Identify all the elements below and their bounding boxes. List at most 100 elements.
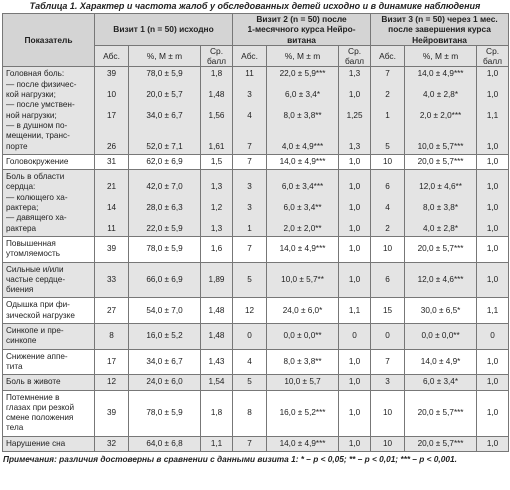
value-cell: 24,0 ± 6,0 — [128, 374, 201, 391]
value-cell: 52,0 ± 7,1 — [128, 120, 201, 155]
header-row: Показатель Визит 1 (n = 50) исходно Визит … — [2, 12, 510, 68]
subheader-cell: %, M ± m — [128, 44, 201, 68]
value-cell: 1,0 — [476, 435, 510, 452]
value-cell: 54,0 ± 7,0 — [128, 297, 201, 325]
text-line: Визит 1 (n = 50) исходно — [113, 24, 214, 35]
value-cell: 4,0 ± 4,9*** — [266, 120, 340, 155]
value-cell: 1,0 — [338, 389, 372, 437]
value-cell: 34,0 ± 6,7 — [128, 348, 201, 376]
value-cell: 20,0 ± 5,7 — [128, 79, 201, 101]
indicator-cell: Нарушение сна — [2, 435, 95, 452]
text-line: мещении, транс- — [6, 131, 70, 141]
subheader-cell: %, M ± m — [266, 44, 340, 68]
subheader-cell: Абс. — [94, 44, 129, 68]
value-cell: 34,0 ± 6,7 — [128, 100, 201, 121]
value-cell: 1 — [232, 213, 268, 237]
value-cell: 20,0 ± 5,7*** — [404, 153, 478, 171]
text-line: Боль в области — [6, 172, 65, 182]
value-cell: 0 — [338, 323, 372, 350]
value-cell: 78,0 ± 5,9 — [128, 235, 201, 263]
value-cell: 8,0 ± 3,8** — [266, 100, 340, 121]
value-cell: 1,43 — [199, 348, 234, 376]
value-cell: 0,0 ± 0,0** — [404, 323, 478, 350]
text-line: порте — [6, 141, 28, 151]
text-line: Нарушение сна — [6, 438, 66, 448]
value-cell: 20,0 ± 5,7*** — [404, 435, 478, 452]
value-cell: 1,1 — [476, 297, 510, 325]
value-cell: 22,0 ± 5,9 — [128, 213, 201, 237]
table-row: Синкопе и пре-синкопе 8 16,0 ± 5,2 1,48 0 0,0… — [2, 323, 510, 350]
indicator-cell: Потемнение в глазах при резкой смене полож… — [2, 389, 95, 437]
value-cell: 7 — [370, 348, 406, 376]
value-cell: 3 — [232, 169, 268, 193]
value-cell: 10 — [370, 389, 406, 437]
value-cell: 1,0 — [476, 374, 510, 391]
table-row: Головная боль: 39 78,0 ± 5,9 1,8 11 22,0 ± 5,… — [2, 66, 510, 80]
indicator-cell: Одышка при фи-зической нагрузке — [2, 297, 95, 325]
value-cell: 10,0 ± 5,7 — [266, 374, 340, 391]
value-cell: 1,3 — [199, 169, 234, 193]
value-cell: 0,0 ± 0,0** — [266, 323, 340, 350]
value-cell: 39 — [94, 389, 129, 437]
indicator-cell: Головная боль: — [2, 66, 95, 80]
value-cell: 2 — [370, 79, 406, 101]
text-line: Синкопе и пре- — [6, 326, 64, 336]
table-row: Повышенная утомляемость 39 78,0 ± 5,9 1,6 7 14… — [2, 235, 510, 263]
table-row: Боль в животе 12 24,0 ± 6,0 1,54 5 10,0 ± 5,7… — [2, 374, 510, 391]
value-cell: 17 — [94, 348, 129, 376]
value-cell: 1,0 — [338, 435, 372, 452]
text-line: Визит 3 (n = 50) через 1 мес. — [381, 14, 498, 24]
text-line: глазах при резкой — [6, 402, 75, 412]
text-line: — после физичес- — [6, 79, 77, 89]
value-cell: 78,0 ± 5,9 — [128, 389, 201, 437]
value-cell: 1,0 — [476, 169, 510, 193]
value-cell: 1,0 — [338, 261, 372, 299]
text-line: Головокружение — [6, 156, 69, 166]
value-cell: 1,0 — [338, 348, 372, 376]
value-cell: 33 — [94, 261, 129, 299]
value-cell: 14,0 ± 4,9*** — [266, 235, 340, 263]
value-cell: 14,0 ± 4,9*** — [404, 66, 478, 80]
value-cell: 1,48 — [199, 297, 234, 325]
table-row: Потемнение в глазах при резкой смене полож… — [2, 389, 510, 437]
value-cell: 5 — [370, 120, 406, 155]
value-cell: 24,0 ± 6,0* — [266, 297, 340, 325]
text-line: — давящего ха- — [6, 213, 67, 223]
value-cell: 1,0 — [476, 389, 510, 437]
value-cell: 6,0 ± 3,4* — [404, 374, 478, 391]
table-note: Примечания: различия достоверны в сравне… — [3, 453, 457, 464]
table-row: — в душном по-мещении, транс-порте 26 52,0… — [2, 120, 510, 155]
value-cell: 11 — [94, 213, 129, 237]
value-cell: 31 — [94, 153, 129, 171]
text-line: 1-месячного курса Нейро- — [247, 24, 356, 35]
text-line: Сильные и/или — [6, 264, 64, 274]
text-line: зической нагрузке — [6, 310, 75, 320]
table-row: — давящего ха-рактера 11 22,0 ± 5,9 1,3 1 2,0… — [2, 213, 510, 237]
text-line: смене положения — [6, 413, 74, 423]
text-line: Головная боль: — [6, 69, 65, 79]
value-cell: 1,0 — [338, 213, 372, 237]
value-cell: 4 — [370, 192, 406, 214]
value-cell: 10,0 ± 5,7*** — [404, 120, 478, 155]
value-cell: 4 — [232, 100, 268, 121]
value-cell: 1,2 — [199, 192, 234, 214]
complaints-table: Показатель Визит 1 (n = 50) исходно Визит … — [2, 12, 510, 452]
indicator-cell: — в душном по-мещении, транс-порте — [2, 120, 95, 155]
text-line: Боль в животе — [6, 377, 61, 387]
value-cell: 12,0 ± 4,6** — [404, 169, 478, 193]
text-line: кой нагрузки; — [6, 90, 56, 100]
value-cell: 1,48 — [199, 79, 234, 101]
table-row: Одышка при фи-зической нагрузке 27 54,0 ± … — [2, 297, 510, 325]
indicator-cell: — после умствен-ной нагрузки; — [2, 100, 95, 121]
value-cell: 39 — [94, 66, 129, 80]
value-cell: 7 — [232, 120, 268, 155]
table-row: Боль в области сердца: 21 42,0 ± 7,0 1,3 3 6,0… — [2, 169, 510, 193]
header-visit: Визит 3 (n = 50) через 1 мес. после завер… — [370, 13, 510, 46]
value-cell: 14,0 ± 4,9*** — [266, 435, 340, 452]
subheader-cell: Ср. балл — [476, 44, 510, 68]
value-cell: 16,0 ± 5,2 — [128, 323, 201, 350]
value-cell: 1,48 — [199, 323, 234, 350]
value-cell: 2,0 ± 2,0** — [266, 213, 340, 237]
value-cell: 5 — [232, 261, 268, 299]
